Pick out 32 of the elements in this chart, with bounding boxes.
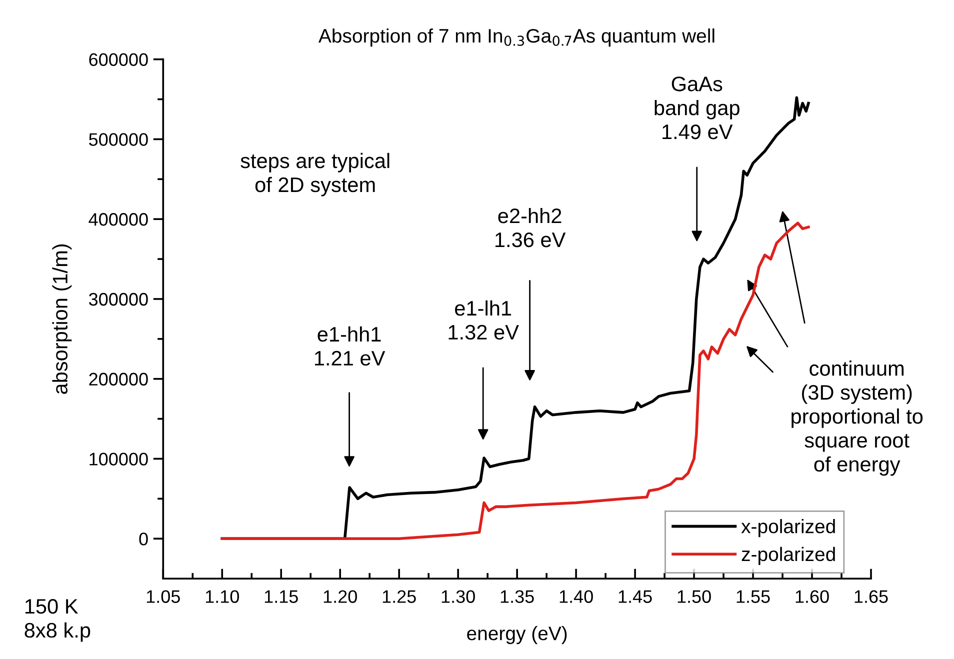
y-tick-label: 600000 [89, 53, 148, 66]
y-tick-label: 400000 [88, 213, 148, 226]
x-tick-label: 1.05 [146, 590, 180, 603]
annotation: e1-hh1 1.21 eV [314, 326, 386, 366]
x-tick-label: 1.55 [736, 590, 770, 603]
annotation: steps are typical of 2D system [240, 152, 390, 196]
x-tick-label: 1.45 [618, 590, 652, 603]
x-tick-label: 1.65 [854, 590, 888, 603]
legend-label: z-polarized [742, 546, 835, 565]
x-tick-label: 1.10 [206, 590, 239, 603]
y-tick-label: 200000 [89, 372, 148, 386]
y-tick-label: 0 [139, 532, 148, 546]
y-tick-label: 500000 [89, 133, 148, 146]
x-tick-label: 1.25 [382, 590, 416, 603]
x-tick-label: 1.20 [324, 590, 357, 603]
text: 150 K 8x8 k.p [24, 598, 90, 642]
chart-title: Absorption of 7 nm In$_{0.3}$Ga$_{0.7}$As quantum well [318, 28, 714, 47]
x-tick-label: 1.35 [500, 590, 534, 603]
y-tick-label: 300000 [88, 292, 148, 306]
x-tick-label: 1.30 [442, 590, 475, 603]
y-axis-title: absorption (1/m) [52, 244, 72, 394]
annotation: continuum (3D system) proportional to square root of energy [792, 360, 923, 476]
annotation: e1-lh1 1.32 eV [448, 300, 519, 340]
x-tick-label: 1.15 [264, 590, 298, 603]
x-tick-label: 1.40 [560, 590, 593, 603]
y-tick-label: 100000 [90, 452, 148, 466]
x-axis-title: energy (eV) [467, 626, 567, 644]
legend-label: x-polarized [741, 519, 835, 538]
x-tick-label: 1.50 [678, 590, 711, 603]
annotation: GaAs band gap 1.49 eV [654, 76, 740, 140]
annotation: e2-hh2 1.36 eV [495, 208, 566, 248]
x-tick-label: 1.60 [796, 590, 829, 603]
